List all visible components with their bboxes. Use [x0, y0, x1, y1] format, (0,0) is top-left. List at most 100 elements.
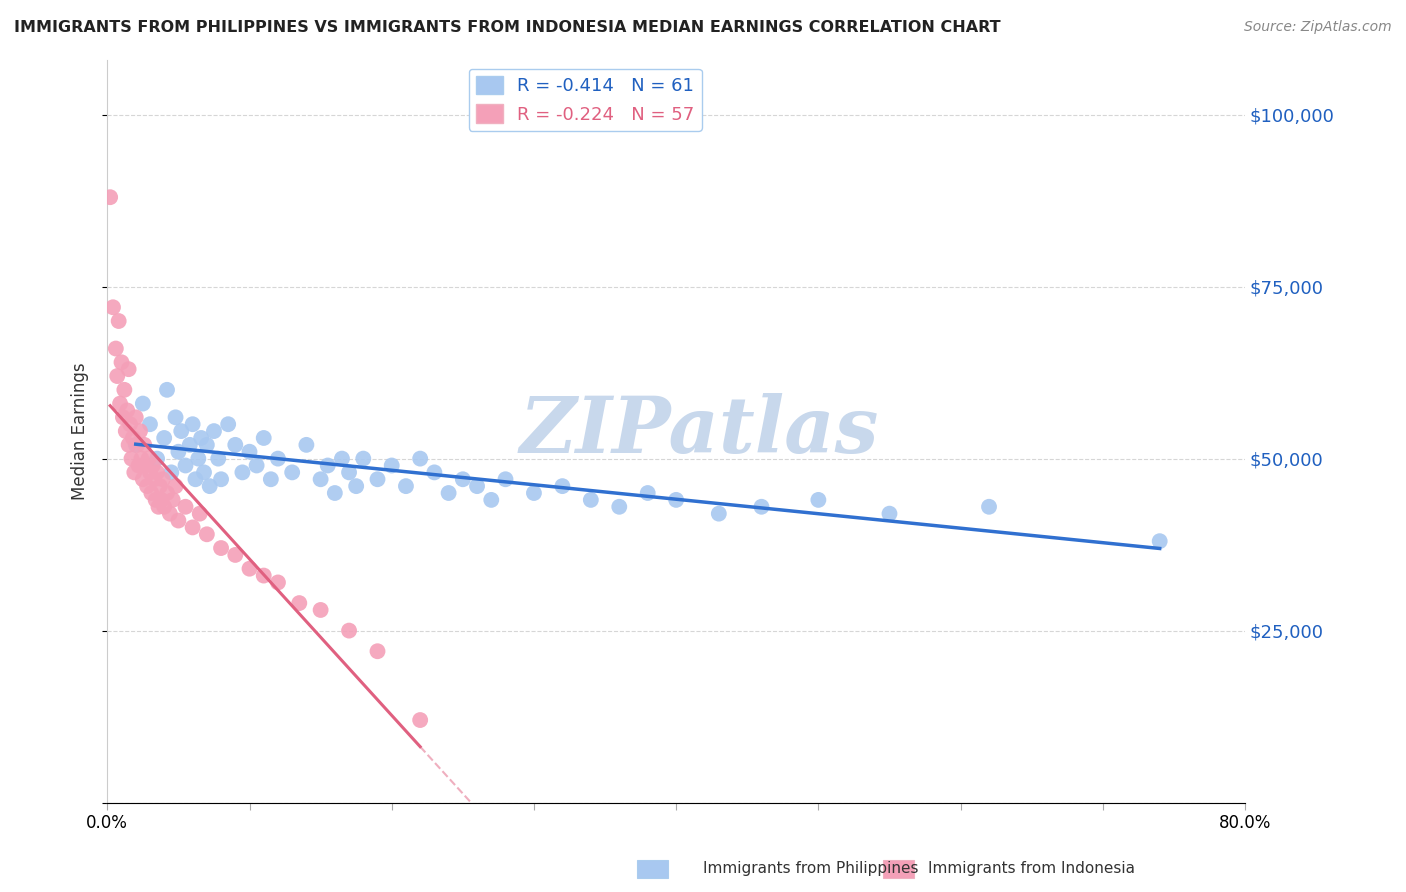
Point [174, 500, 197, 514]
Point [409, 713, 432, 727]
Point [281, 466, 304, 480]
Point [110, 355, 132, 369]
Point [139, 466, 162, 480]
Point [184, 472, 207, 486]
Point [423, 466, 446, 480]
Point [135, 458, 157, 473]
Point [495, 472, 517, 486]
Point [253, 431, 276, 445]
Point [551, 479, 574, 493]
Point [146, 466, 169, 480]
Point [115, 403, 138, 417]
Point [138, 451, 160, 466]
Point [352, 451, 374, 466]
Point [246, 458, 269, 473]
Point [104, 342, 127, 356]
Point [253, 568, 276, 582]
Point [174, 458, 197, 473]
Point [118, 417, 141, 432]
Point [193, 466, 215, 480]
Point [207, 451, 229, 466]
Point [165, 410, 187, 425]
Point [152, 472, 174, 486]
Point [330, 451, 353, 466]
Point [181, 417, 204, 432]
Point [170, 424, 193, 438]
Point [309, 472, 332, 486]
Point [148, 500, 170, 514]
Text: Immigrants from Philippines: Immigrants from Philippines [703, 861, 918, 876]
Point [117, 438, 139, 452]
Point [129, 424, 152, 438]
Point [98, 190, 121, 204]
Point [195, 527, 218, 541]
Point [142, 458, 165, 473]
Text: ZIPatlas: ZIPatlas [519, 392, 879, 469]
Point [156, 383, 179, 397]
Point [267, 451, 290, 466]
Point [344, 479, 367, 493]
Point [125, 410, 148, 425]
Point [145, 492, 167, 507]
Point [108, 396, 131, 410]
Point [879, 507, 901, 521]
Text: IMMIGRANTS FROM PHILIPPINES VS IMMIGRANTS FROM INDONESIA MEDIAN EARNINGS CORRELA: IMMIGRANTS FROM PHILIPPINES VS IMMIGRANT… [14, 20, 1001, 35]
Point [167, 444, 190, 458]
Point [132, 472, 155, 486]
Point [209, 472, 232, 486]
Point [153, 431, 176, 445]
Text: Source: ZipAtlas.com: Source: ZipAtlas.com [1244, 20, 1392, 34]
Point [451, 472, 474, 486]
Point [125, 438, 148, 452]
Point [117, 362, 139, 376]
Point [260, 472, 283, 486]
Point [217, 417, 239, 432]
Point [316, 458, 339, 473]
Point [188, 507, 211, 521]
Point [523, 486, 546, 500]
Point [198, 479, 221, 493]
Point [267, 575, 290, 590]
Point [101, 300, 124, 314]
Point [159, 507, 181, 521]
Point [977, 500, 1000, 514]
Point [295, 438, 318, 452]
Point [181, 520, 204, 534]
Point [395, 479, 418, 493]
Point [165, 479, 187, 493]
Point [337, 466, 360, 480]
Point [111, 410, 134, 425]
Point [146, 451, 169, 466]
Point [437, 486, 460, 500]
Point [150, 492, 173, 507]
Point [143, 472, 166, 486]
Point [114, 424, 136, 438]
Point [665, 492, 688, 507]
Legend: R = -0.414   N = 61, R = -0.224   N = 57: R = -0.414 N = 61, R = -0.224 N = 57 [468, 69, 702, 131]
Point [134, 438, 156, 452]
Point [309, 603, 332, 617]
Point [323, 486, 346, 500]
Point [160, 466, 183, 480]
Point [187, 451, 209, 466]
Point [231, 466, 253, 480]
Point [1149, 534, 1171, 549]
Point [637, 486, 659, 500]
Point [409, 451, 432, 466]
Point [141, 486, 163, 500]
Point [105, 369, 128, 384]
Point [381, 458, 404, 473]
Point [136, 479, 159, 493]
Point [195, 438, 218, 452]
Point [190, 431, 212, 445]
Point [807, 492, 830, 507]
Text: Immigrants from Indonesia: Immigrants from Indonesia [928, 861, 1135, 876]
Point [153, 500, 176, 514]
Point [132, 396, 155, 410]
Point [149, 479, 172, 493]
Point [128, 458, 150, 473]
Point [579, 492, 602, 507]
Point [238, 562, 260, 576]
Point [122, 431, 145, 445]
Point [127, 438, 149, 452]
